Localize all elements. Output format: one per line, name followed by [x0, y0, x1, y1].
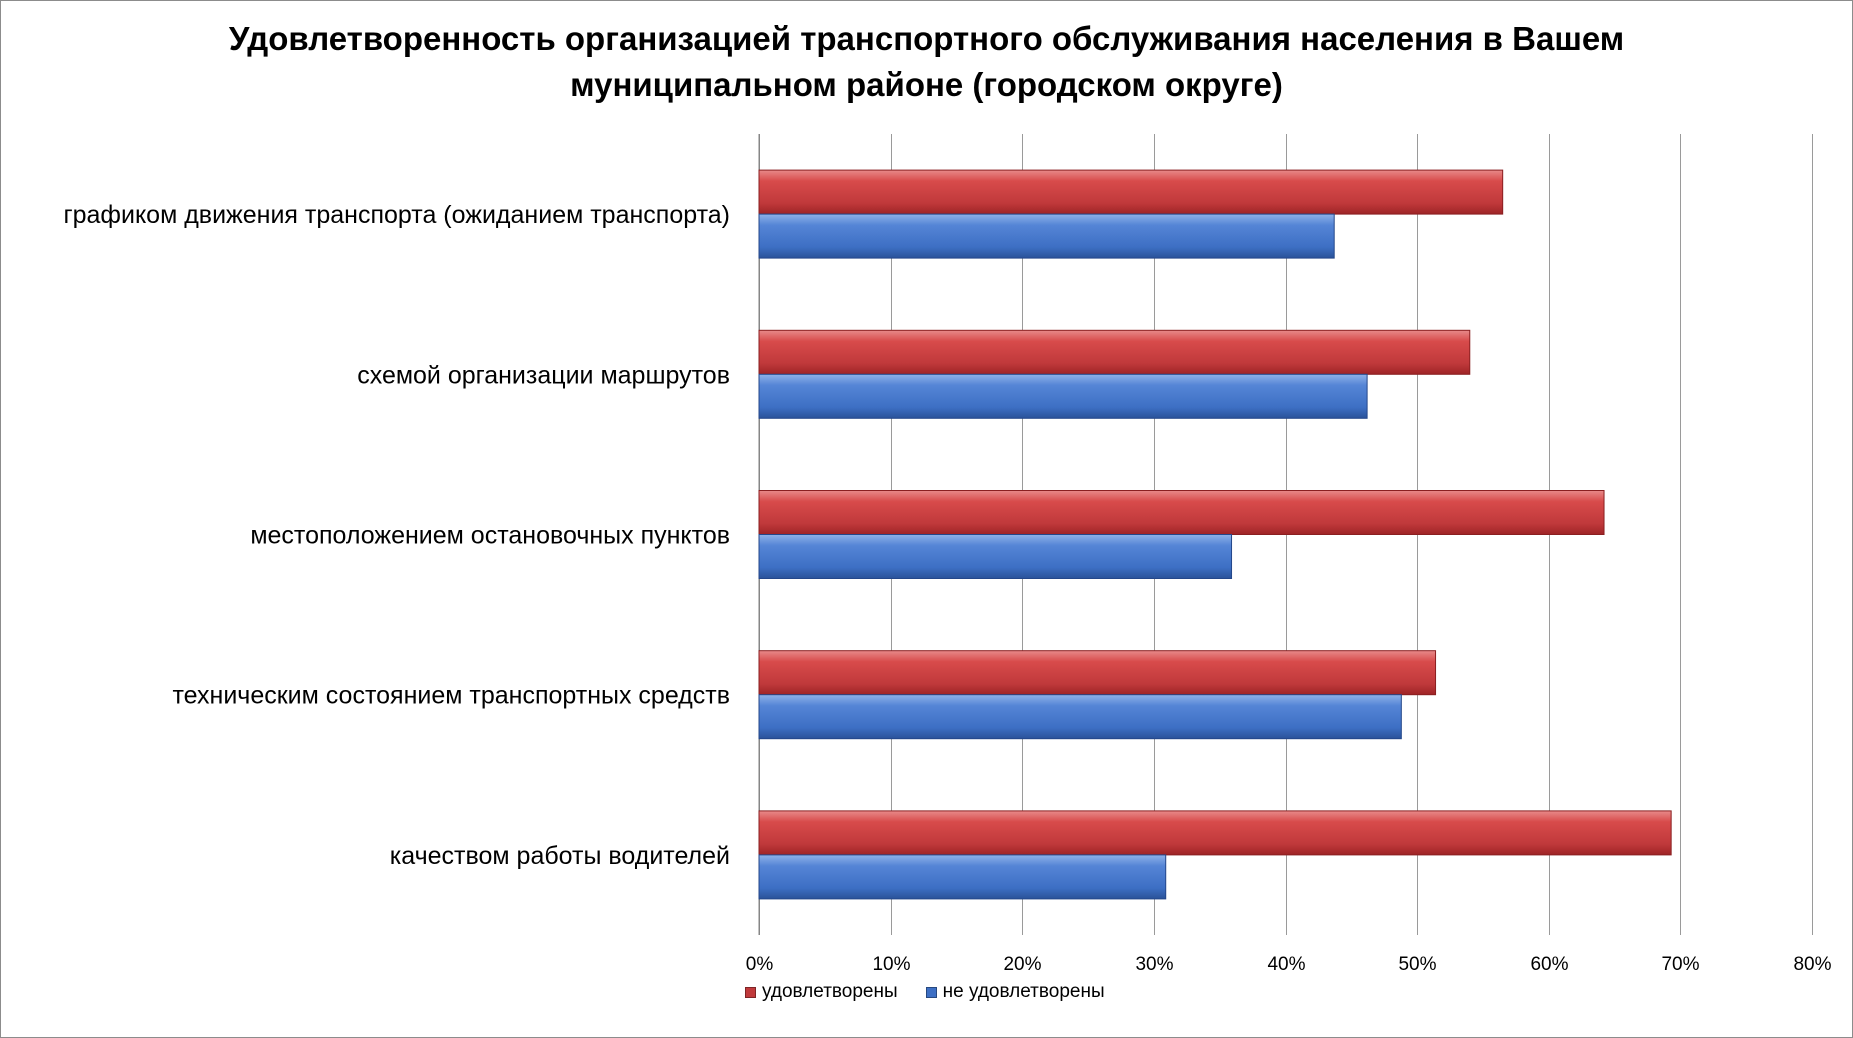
legend-swatch-satisfied [745, 986, 756, 998]
legend-swatch-not-satisfied [925, 986, 937, 998]
bar-satisfied [758, 169, 1504, 215]
bar-not-satisfied [758, 854, 1167, 900]
x-tick-label: 70% [1661, 954, 1699, 975]
bar-satisfied [758, 329, 1471, 375]
legend-label-not-satisfied: не удовлетворены [942, 981, 1105, 1002]
x-tick-label: 20% [1003, 954, 1041, 975]
bars [758, 169, 1672, 900]
category-label: схемой организации маршрутов [357, 361, 730, 389]
bar-not-satisfied [758, 534, 1233, 579]
bar-satisfied [758, 810, 1672, 856]
x-tick-label: 0% [746, 954, 774, 975]
x-tick-label: 30% [1135, 954, 1173, 975]
category-labels: графиком движения транспорта (ожиданием … [63, 201, 730, 870]
legend-item-not-satisfied: не удовлетворены [925, 981, 1105, 1003]
x-tick-label: 50% [1398, 954, 1436, 975]
x-tick-label: 80% [1793, 954, 1831, 975]
legend: удовлетворены не удовлетворены [745, 981, 1133, 1003]
category-label: качеством работы водителей [390, 842, 730, 870]
category-label: местоположением остановочных пунктов [250, 522, 730, 550]
bar-satisfied [758, 650, 1437, 696]
x-axis-ticks: 0% 10% 20% 30% 40% 50% 60% 70% 80% [746, 954, 1832, 975]
bar-not-satisfied [758, 373, 1368, 419]
chart-title: Удовлетворенность организацией транспорт… [228, 20, 1625, 103]
x-tick-label: 10% [872, 954, 910, 975]
legend-item-satisfied: удовлетворены [745, 981, 898, 1003]
x-tick-label: 60% [1530, 954, 1568, 975]
category-label: графиком движения транспорта (ожиданием … [63, 201, 730, 229]
bar-not-satisfied [758, 213, 1335, 259]
legend-label-satisfied: удовлетворены [762, 981, 898, 1002]
bar-not-satisfied [758, 694, 1402, 740]
bar-satisfied [758, 490, 1605, 535]
category-label: техническим состоянием транспортных сред… [173, 682, 730, 710]
x-tick-label: 40% [1267, 954, 1305, 975]
